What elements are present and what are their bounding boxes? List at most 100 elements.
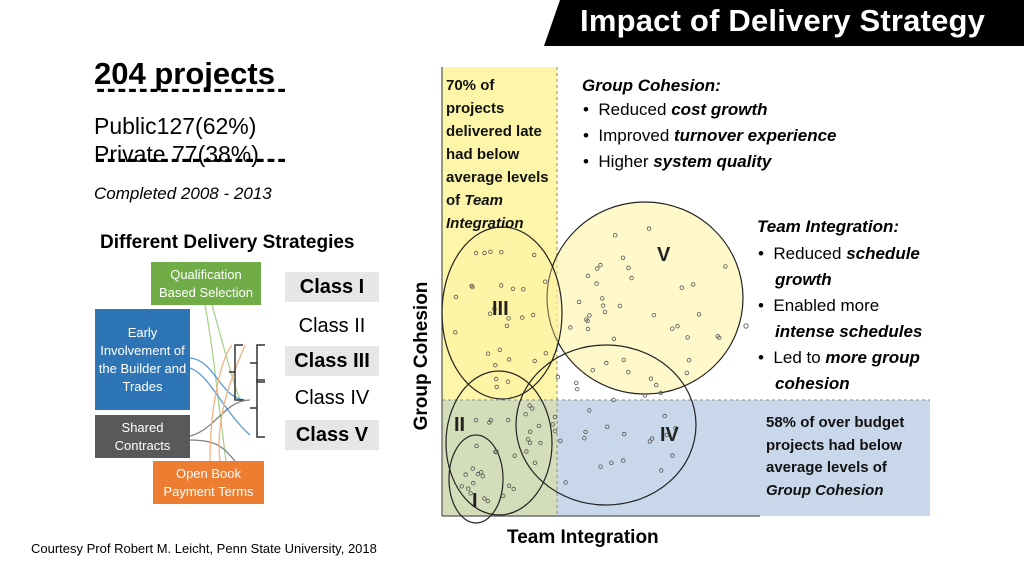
scatter-point (463, 472, 468, 477)
scatter-point (600, 296, 605, 301)
scatter-point (468, 491, 473, 496)
title-banner (544, 0, 1024, 46)
scatter-point (659, 468, 664, 473)
scatter-point (480, 474, 485, 479)
ellipse-class-i (448, 434, 504, 524)
scatter-point (598, 464, 603, 469)
scatter-point (684, 370, 690, 376)
scatter-point (469, 283, 474, 288)
scatter-point (524, 449, 529, 454)
scatter-point (568, 325, 573, 330)
scatter-point (453, 294, 459, 300)
group-cohesion-title: Group Cohesion: (582, 76, 721, 95)
scatter-point (523, 412, 528, 417)
scatter-point (492, 306, 497, 312)
group-cohesion-bullet: • Higher system quality (583, 152, 772, 171)
projects-count: 204 projects (94, 56, 275, 91)
courtesy-credit: Courtesy Prof Robert M. Leicht, Penn Sta… (31, 541, 377, 556)
scatter-point (473, 418, 479, 423)
bullet-emphasis: cost growth (671, 100, 768, 119)
scatter-point (488, 249, 493, 254)
scatter-point (621, 458, 626, 463)
bullet-text: Reduced (598, 100, 672, 119)
stat-private: Private 77(38%) (94, 141, 259, 168)
box-open-book-payment: Open Book Payment Terms (153, 461, 264, 504)
yellow-note-text: 70% of projects delivered late had below… (446, 77, 549, 209)
scatter-point (506, 316, 511, 321)
divider-dashes: ------------------ (94, 78, 288, 103)
scatter-point (629, 275, 634, 281)
scatter-point (550, 422, 555, 427)
scatter-point (675, 324, 680, 329)
class-brackets (229, 344, 265, 438)
completed-range: Completed 2008 - 2013 (94, 184, 272, 203)
scatter-point (497, 347, 502, 352)
scatter-point (473, 250, 479, 256)
scatter-point (494, 376, 499, 382)
scatter-point (527, 403, 532, 408)
box-qualification-based-selection: Qualification Based Selection (151, 262, 261, 305)
scatter-point (520, 315, 525, 320)
scatter-point (525, 437, 531, 442)
blue-note: 58% of over budget projects had below av… (766, 412, 931, 502)
scatter-point (474, 443, 479, 449)
scatter-point (673, 426, 678, 431)
scatter-point (493, 449, 498, 455)
blue-note-text: 58% of over budget projects had below av… (766, 414, 905, 476)
scatter-point (646, 226, 652, 231)
team-integration-bullet: • Led to more group cohesion (758, 348, 920, 393)
scatter-point (609, 460, 614, 465)
scatter-point (471, 480, 476, 486)
scatter-point (585, 273, 591, 278)
bullet-emphasis: schedule growth (775, 244, 920, 289)
box-shared-contracts: Shared Contracts (95, 415, 190, 458)
stat-public-value: 127(62%) (156, 113, 257, 139)
scatter-point (510, 286, 516, 291)
scatter-point (555, 374, 561, 380)
scatter-point (532, 460, 538, 465)
class-v-label: Class V (285, 420, 379, 450)
scatter-point (466, 486, 471, 491)
bullet-emphasis: system quality (653, 152, 772, 171)
scatter-point (651, 313, 656, 318)
region-label-v: V (657, 244, 671, 266)
scatter-point (485, 351, 491, 356)
bullet-text: Higher (598, 152, 654, 171)
ellipse-class-ii (445, 370, 553, 516)
scatter-point (475, 471, 481, 477)
ellipse-class-iii (441, 226, 563, 400)
stat-public: Public127(62%) (94, 113, 256, 140)
scatter-point (648, 376, 654, 381)
scatter-point (506, 357, 512, 362)
scatter-point (605, 424, 610, 429)
scatter-point (602, 309, 608, 315)
scatter-point (527, 440, 533, 445)
region-label-ii: II (454, 414, 466, 436)
scatter-point (723, 264, 728, 269)
group-cohesion-bullet: • Reduced cost growth (583, 100, 768, 119)
scatter-point (595, 266, 600, 271)
scatter-point (531, 312, 536, 318)
page-title: Impact of Delivery Strategy (580, 3, 986, 38)
scatter-point (611, 397, 616, 403)
yellow-region (442, 67, 557, 400)
class-ii-label: Class II (298, 314, 366, 337)
scatter-point (598, 262, 603, 268)
scatter-point (649, 436, 655, 441)
blue-note-emphasis: Group Cohesion (766, 481, 884, 499)
scatter-point (512, 453, 517, 458)
region-label-iii: III (492, 298, 509, 320)
scatter-point (501, 493, 506, 499)
scatter-point (482, 496, 487, 501)
yellow-note-emphasis: Team Integration (446, 192, 524, 232)
yellow-note: 70% of projects delivered late had below… (446, 74, 556, 235)
scatter-point (590, 368, 595, 373)
scatter-point (717, 335, 722, 340)
scatter-point (485, 498, 491, 504)
stat-private-value: 77(38%) (171, 141, 259, 167)
scatter-point (582, 436, 587, 441)
scatter-point (506, 417, 511, 423)
scatter-point (493, 363, 498, 368)
scatter-point (552, 429, 558, 434)
